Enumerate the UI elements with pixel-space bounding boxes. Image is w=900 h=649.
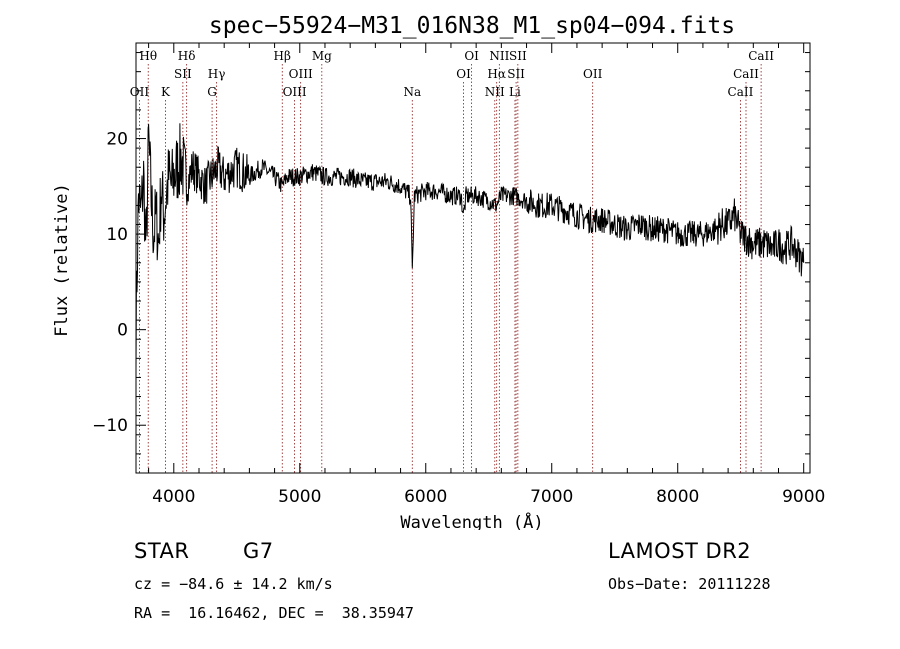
line-marker-label-9: OIII <box>289 67 313 81</box>
line-marker-label-2: K <box>161 85 171 99</box>
y-tick-label: 20 <box>106 130 128 150</box>
object-class: STAR <box>134 539 190 563</box>
coordinates: RA = 16.16462, DEC = 38.35947 <box>134 604 414 622</box>
line-marker-label-22: CaII <box>733 67 759 81</box>
line-marker-label-0: OII <box>130 85 150 99</box>
line-marker-label-1: Hθ <box>139 49 157 63</box>
line-marker-label-20: OII <box>583 67 603 81</box>
line-marker-labels: OIIHθKSIIHδHγGHβOIIIOIIIMgNaOIOINIIHαNII… <box>130 49 775 99</box>
x-tick-label: 5000 <box>278 487 321 507</box>
line-marker-label-11: Na <box>403 85 421 99</box>
line-marker-label-4: Hδ <box>178 49 196 63</box>
y-axis-label: Flux (relative) <box>52 183 72 337</box>
line-marker-label-10: Mg <box>312 49 332 63</box>
object-subclass: G7 <box>243 539 274 563</box>
line-marker-label-23: CaII <box>748 49 774 63</box>
spectrum-chart: spec−55924−M31_016N38_M1_sp04−094.fits O… <box>52 13 825 530</box>
y-tick-label: −10 <box>92 416 128 436</box>
line-marker-label-8: OIII <box>283 85 307 99</box>
line-marker-label-12: OI <box>456 67 471 81</box>
spectrum-line <box>135 123 805 368</box>
line-marker-label-6: G <box>207 85 217 99</box>
x-tick-label: 7000 <box>530 487 573 507</box>
line-marker-label-5: Hγ <box>208 67 226 81</box>
x-tick-label: 4000 <box>152 487 195 507</box>
line-marker-label-13: OI <box>464 49 479 63</box>
y-tick-label: 10 <box>106 225 128 245</box>
chart-title: spec−55924−M31_016N38_M1_sp04−094.fits <box>209 13 735 39</box>
x-tick-label: 9000 <box>782 487 825 507</box>
line-marker-label-19: SII <box>509 49 527 63</box>
line-marker-label-7: Hβ <box>274 49 291 63</box>
x-tick-label: 6000 <box>404 487 447 507</box>
line-marker-label-17: Li <box>509 85 521 99</box>
redshift-velocity: cz = −84.6 ± 14.2 km/s <box>134 575 333 593</box>
line-marker-label-3: SII <box>174 67 192 81</box>
x-axis-label: Wavelength (Å) <box>400 511 543 530</box>
line-markers <box>139 64 762 473</box>
x-tick-label: 8000 <box>656 487 699 507</box>
observation-date: Obs−Date: 20111228 <box>608 575 771 593</box>
line-marker-label-21: CaII <box>728 85 754 99</box>
plot-frame <box>135 42 811 474</box>
x-axis-ticks: 4000 5000 6000 7000 8000 9000 <box>148 43 825 507</box>
y-axis-ticks: −10 0 10 20 <box>92 52 810 474</box>
line-marker-label-15: Hα <box>487 67 506 81</box>
survey-name: LAMOST DR2 <box>608 539 752 563</box>
y-tick-label: 0 <box>117 321 128 341</box>
line-marker-label-14: NII <box>485 85 505 99</box>
line-marker-label-18: SII <box>507 67 525 81</box>
line-marker-label-16: NII <box>489 49 509 63</box>
